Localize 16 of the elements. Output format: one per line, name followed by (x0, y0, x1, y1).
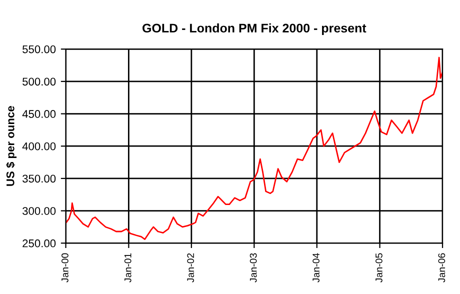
y-tick-label: 550.00 (22, 45, 56, 54)
x-tick-label: Jan-03 (250, 253, 257, 282)
y-tick-label: 500.00 (22, 78, 56, 86)
x-tick-label: Jan-04 (312, 253, 320, 282)
y-tick-label: 250.00 (22, 239, 56, 248)
y-tick-label: 300.00 (22, 207, 56, 215)
x-tick-label: Jan-05 (376, 253, 382, 282)
y-axis-title: US $ per ounce (6, 106, 17, 186)
chart-title: GOLD - London PM Fix 2000 - present (142, 23, 366, 36)
y-tick-label: 400.00 (22, 142, 56, 150)
x-tick-label: Jan-00 (62, 253, 68, 282)
y-tick-label: 350.00 (22, 174, 56, 183)
x-tick-label: Jan-06 (438, 253, 446, 282)
y-tick-label: 450.00 (22, 110, 56, 118)
x-tick-label: Jan-01 (124, 253, 132, 282)
x-tick-label: Jan-02 (187, 253, 194, 282)
